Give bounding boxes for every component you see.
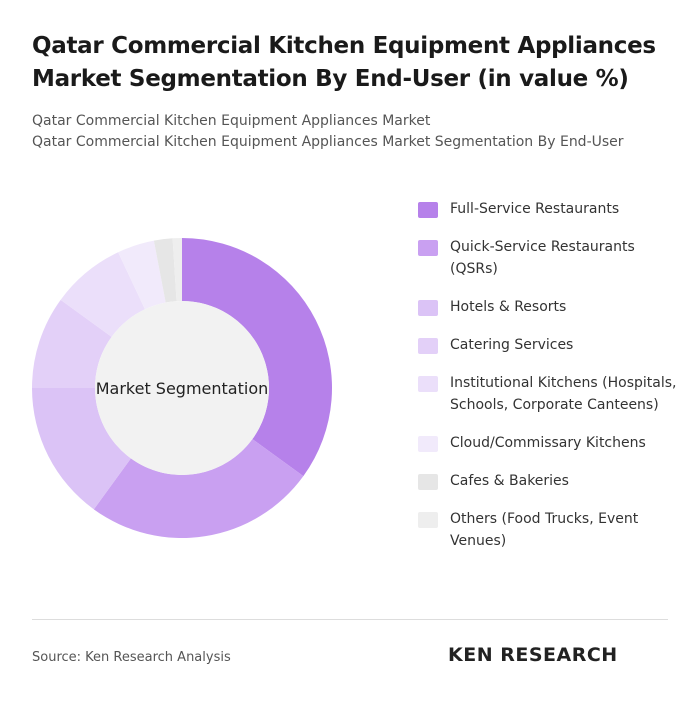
legend-label: Full-Service Restaurants bbox=[450, 201, 620, 217]
legend-label: Cloud/Commissary Kitchens bbox=[450, 435, 646, 451]
subtitle: Qatar Commercial Kitchen Equipment Appli… bbox=[32, 134, 624, 150]
legend-swatch bbox=[418, 512, 438, 528]
legend-label: Institutional Kitchens (Hospitals, Schoo… bbox=[450, 375, 677, 413]
legend-item: Hotels & Resorts bbox=[418, 296, 678, 318]
donut-segment bbox=[172, 238, 182, 302]
donut-chart: Market Segmentation bbox=[32, 238, 332, 538]
legend: Full-Service Restaurants Quick-Service Re… bbox=[418, 198, 678, 568]
donut-segment bbox=[32, 388, 131, 510]
legend-item: Others (Food Trucks, Event Venues) bbox=[418, 508, 678, 552]
legend-item: Catering Services bbox=[418, 334, 678, 356]
logo: KEN RESEARCH bbox=[448, 644, 618, 666]
chart-title: Qatar Commercial Kitchen Equipment Appli… bbox=[32, 33, 656, 92]
legend-swatch bbox=[418, 338, 438, 354]
legend-label: Cafes & Bakeries bbox=[450, 473, 569, 489]
legend-swatch bbox=[418, 300, 438, 316]
donut-segment bbox=[93, 439, 304, 538]
source: Source: Ken Research Analysis bbox=[32, 650, 231, 665]
donut-segment bbox=[32, 299, 112, 388]
legend-swatch bbox=[418, 240, 438, 256]
legend-swatch bbox=[418, 436, 438, 452]
legend-swatch bbox=[418, 376, 438, 392]
legend-item: Full-Service Restaurants bbox=[418, 198, 678, 220]
legend-label: Others (Food Trucks, Event Venues) bbox=[450, 511, 639, 549]
legend-item: Cloud/Commissary Kitchens bbox=[418, 432, 678, 454]
legend-label: Catering Services bbox=[450, 337, 574, 353]
legend-label: Hotels & Resorts bbox=[450, 299, 567, 315]
legend-item: Quick-Service Restaurants (QSRs) bbox=[418, 236, 678, 280]
center-label: Market Segmentation bbox=[96, 379, 269, 398]
donut-segment bbox=[118, 240, 166, 310]
legend-swatch bbox=[418, 202, 438, 218]
donut-hole bbox=[95, 301, 269, 475]
legend-label: Quick-Service Restaurants (QSRs) bbox=[450, 239, 635, 277]
divider bbox=[32, 619, 668, 620]
donut-segment bbox=[153, 238, 177, 303]
subtitle: Qatar Commercial Kitchen Equipment Appli… bbox=[32, 113, 431, 129]
legend-item: Institutional Kitchens (Hospitals, Schoo… bbox=[418, 372, 678, 416]
legend-item: Cafes & Bakeries bbox=[418, 470, 678, 492]
donut-segment bbox=[182, 238, 332, 477]
legend-swatch bbox=[418, 474, 438, 490]
donut-segment bbox=[60, 252, 145, 337]
